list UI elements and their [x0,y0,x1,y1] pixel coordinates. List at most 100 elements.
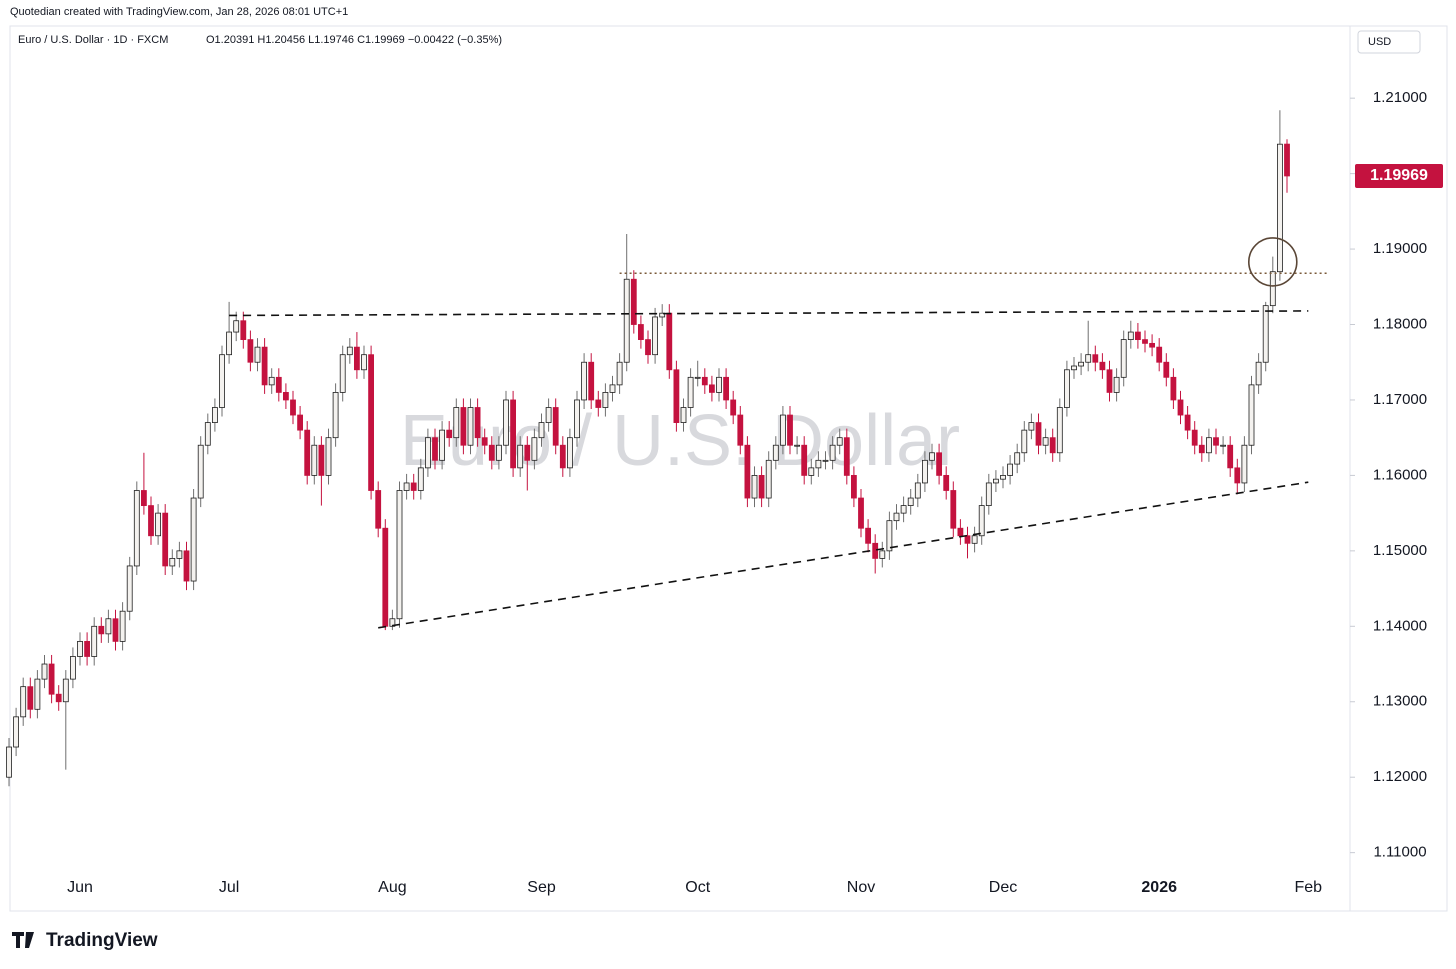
candle-body [574,399,580,439]
candle-body [900,505,907,514]
candle-body [836,437,843,446]
last-price-label: 1.19969 [1370,167,1428,184]
watermark: Euro / U.S. Dollar [400,401,960,481]
x-tick-label: Feb [1295,879,1323,896]
candle-body [126,565,133,612]
candle-body [1085,354,1092,363]
candle-body [808,467,815,476]
candle-body [552,407,559,446]
candle-body [886,520,893,552]
y-tick-label: 1.16000 [1373,466,1427,483]
candle-body [1071,365,1077,371]
candle-body [659,312,666,318]
highlight-circle [1248,237,1298,287]
y-tick-label: 1.21000 [1373,89,1427,106]
candle-body [950,490,957,529]
candle-body [780,414,786,446]
candle-body [1284,143,1290,177]
candle-body [368,354,375,491]
attribution: Quotedian created with TradingView.com, … [10,6,348,18]
candle-body [1170,376,1177,401]
candle-body [1262,305,1269,363]
candle-body [673,369,680,423]
candle-body [822,459,829,462]
candle-body [929,452,935,461]
x-tick-label: Sep [527,879,556,896]
candle-body [652,316,658,356]
candle-body [155,512,162,537]
candle-body [240,320,247,341]
candle-body [645,339,651,356]
x-tick-label: Nov [847,879,875,896]
candle-body [112,618,119,642]
candle-body [1099,361,1106,371]
currency-box[interactable] [1357,30,1421,54]
logo: TradingView [12,930,158,951]
candle-body [815,459,822,469]
candle-body [1035,422,1042,446]
candle-body [1021,429,1028,454]
candle-body [1220,444,1226,447]
candle-body [183,550,190,582]
y-tick-label: 1.18000 [1373,315,1427,332]
candle-body [1198,444,1205,454]
candle-body [1007,463,1013,476]
plot [6,110,1290,787]
candle-body [446,429,453,439]
candle-body [922,459,928,484]
candle-body [474,407,481,439]
candle-body [460,407,467,446]
candle-body [595,399,602,408]
candle-body [467,407,474,446]
candle-body [325,437,332,476]
candle-body [275,376,282,393]
candle-body [424,437,431,469]
candle-body [1277,143,1283,273]
candle-body [964,535,971,544]
candle-body [1177,399,1184,416]
candle-body [261,346,268,386]
candle-body [1113,376,1120,393]
y-tick-label: 1.13000 [1373,693,1427,710]
candle-body [133,490,140,567]
logo-text: TradingView [46,930,158,951]
candle-body [638,324,644,341]
candle-body [332,392,339,439]
candle-body [758,475,765,499]
candle-body [709,384,715,393]
candle-body [1227,444,1234,469]
candle-body [346,346,353,356]
candle-body [27,686,34,710]
candle-body [723,376,729,401]
candle-body [588,361,595,401]
candle-body [91,625,98,657]
currency[interactable]: USD [1368,36,1391,48]
candle-body [432,437,438,461]
candle-body [495,444,502,461]
candle-body [318,444,325,476]
candle-body [84,640,90,657]
candle-body [1156,346,1163,363]
candle-body [801,444,808,476]
trend-line [229,310,1309,317]
x-tick-label: Jun [67,879,93,896]
candle-body [1142,339,1148,344]
candle-body [176,550,183,559]
candle-body [865,527,871,544]
candle-body [630,278,637,325]
candle-body [581,361,587,401]
candle-body [439,429,446,461]
x-tick-label: Aug [378,879,406,896]
candle-body [1248,384,1255,446]
candle-body [545,407,552,423]
candle-body [1255,361,1262,386]
candle-body [872,542,879,559]
candle-body [1163,361,1170,378]
candle-body [971,535,978,544]
candle-body [34,678,41,710]
candle-body [13,716,20,748]
symbol-header: Euro / U.S. Dollar · 1D · FXCM [18,34,168,46]
candle-body [304,429,311,476]
candle-body [829,444,836,461]
